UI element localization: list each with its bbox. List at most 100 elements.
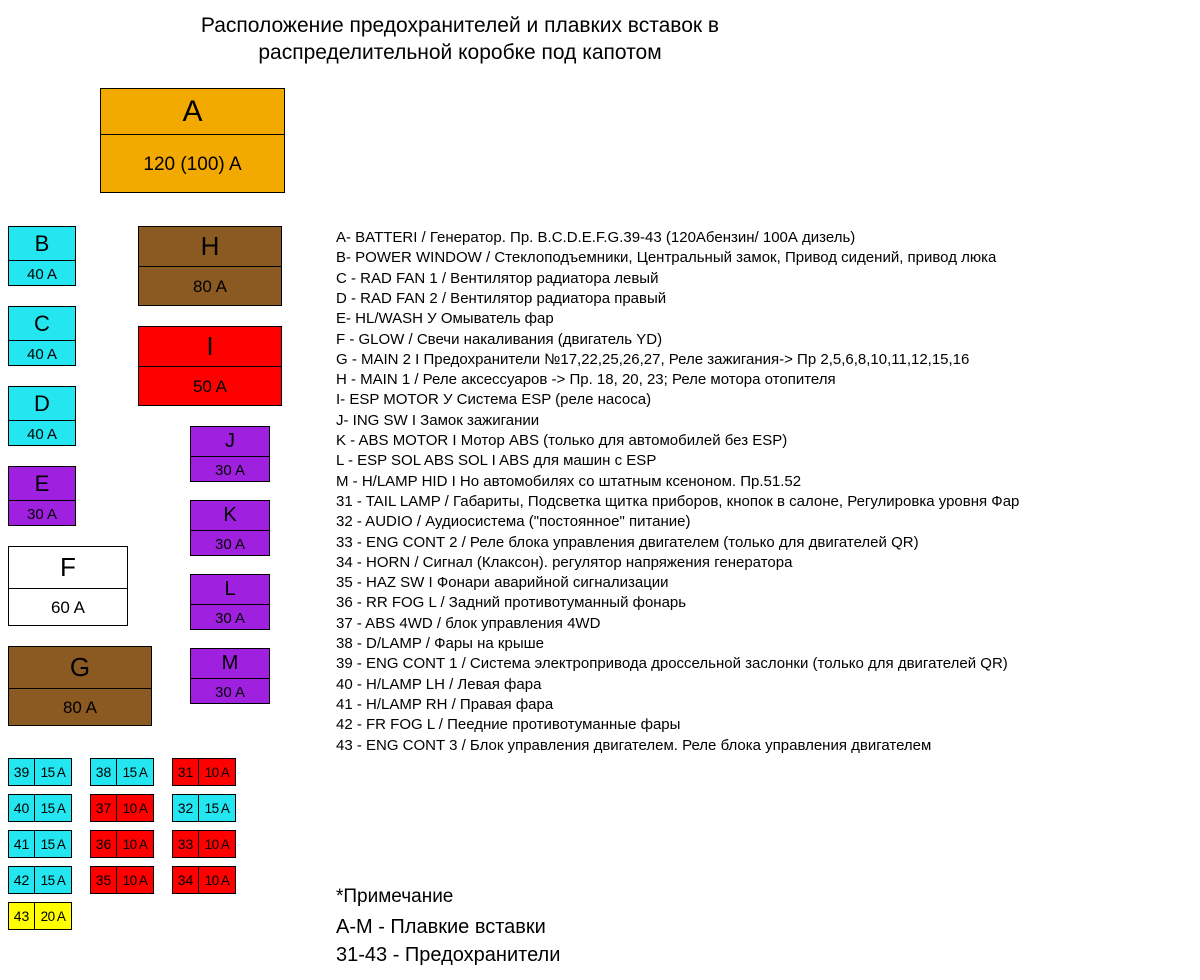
legend-line-9: J- ING SW I Замок зажигании xyxy=(336,411,539,431)
mini-fuse-34-rating: 10 A xyxy=(199,867,235,893)
mini-fuse-40: 4015 A xyxy=(8,794,72,822)
fuse-M: M30 A xyxy=(190,648,270,704)
fuse-J-rating: 30 A xyxy=(191,457,269,483)
legend-line-18: 36 - RR FOG L / Задний противотуманный ф… xyxy=(336,593,686,613)
fuse-E-label: E xyxy=(9,467,75,501)
fuse-L-rating: 30 A xyxy=(191,605,269,631)
mini-fuse-36-rating: 10 A xyxy=(117,831,153,857)
legend-line-20: 38 - D/LAMP / Фары на крыше xyxy=(336,634,544,654)
legend-line-16: 34 - HORN / Сигнал (Клаксон). регулятор … xyxy=(336,553,792,573)
fuse-M-rating: 30 A xyxy=(191,679,269,705)
mini-fuse-37-number: 37 xyxy=(91,795,117,821)
legend-line-21: 39 - ENG CONT 1 / Система электропривода… xyxy=(336,654,1008,674)
legend-line-24: 42 - FR FOG L / Пеедние противотуманные … xyxy=(336,715,680,735)
legend-line-1: B- POWER WINDOW / Стеклоподъемники, Цент… xyxy=(336,248,996,268)
fuse-K: K30 A xyxy=(190,500,270,556)
note-heading: *Примечание xyxy=(336,886,453,908)
legend-line-4: E- HL/WASH У Омыватель фар xyxy=(336,309,554,329)
legend-line-2: C - RAD FAN 1 / Вентилятор радиатора лев… xyxy=(336,269,658,289)
mini-fuse-32-rating: 15 A xyxy=(199,795,235,821)
mini-fuse-31-number: 31 xyxy=(173,759,199,785)
legend-line-7: H - MAIN 1 / Реле аксессуаров -> Пр. 18,… xyxy=(336,370,836,390)
mini-fuse-40-rating: 15 A xyxy=(35,795,71,821)
fuse-I: I50 A xyxy=(138,326,282,406)
fuse-E-rating: 30 A xyxy=(9,501,75,527)
mini-fuse-31: 3110 A xyxy=(172,758,236,786)
fuse-L-label: L xyxy=(191,575,269,605)
legend-line-5: F - GLOW / Свечи накаливания (двигатель … xyxy=(336,330,662,350)
fuse-K-rating: 30 A xyxy=(191,531,269,557)
fuse-A: A120 (100) A xyxy=(100,88,285,193)
legend-line-10: K - ABS MOTOR I Мотор ABS (только для ав… xyxy=(336,431,787,451)
fuse-F: F60 A xyxy=(8,546,128,626)
fuse-F-rating: 60 A xyxy=(9,589,127,627)
fuse-K-label: K xyxy=(191,501,269,531)
legend-line-11: L - ESP SOL ABS SOL I ABS для машин с ES… xyxy=(336,451,656,471)
mini-fuse-36: 3610 A xyxy=(90,830,154,858)
fuse-C-rating: 40 A xyxy=(9,341,75,367)
mini-fuse-35: 3510 A xyxy=(90,866,154,894)
mini-fuse-31-rating: 10 A xyxy=(199,759,235,785)
fuse-G-rating: 80 A xyxy=(9,689,151,727)
legend-line-8: I- ESP MOTOR У Система ESP (реле насоса) xyxy=(336,390,651,410)
mini-fuse-41: 4115 A xyxy=(8,830,72,858)
legend-line-23: 41 - H/LAMP RH / Правая фара xyxy=(336,695,553,715)
fuse-H-label: H xyxy=(139,227,281,267)
legend-line-6: G - MAIN 2 I Предохранители №17,22,25,26… xyxy=(336,350,969,370)
legend-line-17: 35 - HAZ SW I Фонари аварийной сигнализа… xyxy=(336,573,669,593)
mini-fuse-38-rating: 15 A xyxy=(117,759,153,785)
mini-fuse-42: 4215 A xyxy=(8,866,72,894)
fuse-G: G80 A xyxy=(8,646,152,726)
fuse-A-rating: 120 (100) A xyxy=(101,135,284,194)
mini-fuse-36-number: 36 xyxy=(91,831,117,857)
mini-fuse-38-number: 38 xyxy=(91,759,117,785)
mini-fuse-39-number: 39 xyxy=(9,759,35,785)
legend-line-15: 33 - ENG CONT 2 / Реле блока управления … xyxy=(336,533,919,553)
mini-fuse-39: 3915 A xyxy=(8,758,72,786)
fuse-H-rating: 80 A xyxy=(139,267,281,307)
fuse-D: D40 A xyxy=(8,386,76,446)
fuse-B-rating: 40 A xyxy=(9,261,75,287)
legend-line-19: 37 - ABS 4WD / блок управления 4WD xyxy=(336,614,600,634)
fuse-M-label: M xyxy=(191,649,269,679)
fuse-C-label: C xyxy=(9,307,75,341)
mini-fuse-42-number: 42 xyxy=(9,867,35,893)
fuse-A-label: A xyxy=(101,89,284,135)
fuse-J-label: J xyxy=(191,427,269,457)
mini-fuse-39-rating: 15 A xyxy=(35,759,71,785)
fuse-I-rating: 50 A xyxy=(139,367,281,407)
mini-fuse-43-number: 43 xyxy=(9,903,35,929)
mini-fuse-38: 3815 A xyxy=(90,758,154,786)
fuse-F-label: F xyxy=(9,547,127,589)
mini-fuse-40-number: 40 xyxy=(9,795,35,821)
fuse-B: B40 A xyxy=(8,226,76,286)
page-title: Расположение предохранителей и плавких в… xyxy=(120,12,800,67)
mini-fuse-32: 3215 A xyxy=(172,794,236,822)
fuse-C: C40 A xyxy=(8,306,76,366)
mini-fuse-33-number: 33 xyxy=(173,831,199,857)
legend-line-3: D - RAD FAN 2 / Вентилятор радиатора пра… xyxy=(336,289,666,309)
mini-fuse-42-rating: 15 A xyxy=(35,867,71,893)
fuse-B-label: B xyxy=(9,227,75,261)
fuse-L: L30 A xyxy=(190,574,270,630)
fuse-G-label: G xyxy=(9,647,151,689)
fuse-D-rating: 40 A xyxy=(9,421,75,447)
legend-line-12: M - H/LAMP HID I Но автомобилях со штатн… xyxy=(336,472,801,492)
mini-fuse-43-rating: 20 A xyxy=(35,903,71,929)
mini-fuse-35-number: 35 xyxy=(91,867,117,893)
mini-fuse-43: 4320 A xyxy=(8,902,72,930)
note-line-am: A-M - Плавкие вставки xyxy=(336,916,546,939)
mini-fuse-33-rating: 10 A xyxy=(199,831,235,857)
legend-line-25: 43 - ENG CONT 3 / Блок управления двигат… xyxy=(336,736,931,756)
legend-line-13: 31 - TAIL LAMP / Габариты, Подсветка щит… xyxy=(336,492,1019,512)
fuse-E: E30 A xyxy=(8,466,76,526)
mini-fuse-41-number: 41 xyxy=(9,831,35,857)
mini-fuse-41-rating: 15 A xyxy=(35,831,71,857)
mini-fuse-34: 3410 A xyxy=(172,866,236,894)
mini-fuse-33: 3310 A xyxy=(172,830,236,858)
legend-line-22: 40 - H/LAMP LH / Левая фара xyxy=(336,675,541,695)
legend-line-14: 32 - AUDIO / Аудиосистема ("постоянное" … xyxy=(336,512,691,532)
fuse-J: J30 A xyxy=(190,426,270,482)
legend-line-0: A- BATTERI / Генератор. Пр. B.C.D.E.F.G.… xyxy=(336,228,855,248)
mini-fuse-37: 3710 A xyxy=(90,794,154,822)
